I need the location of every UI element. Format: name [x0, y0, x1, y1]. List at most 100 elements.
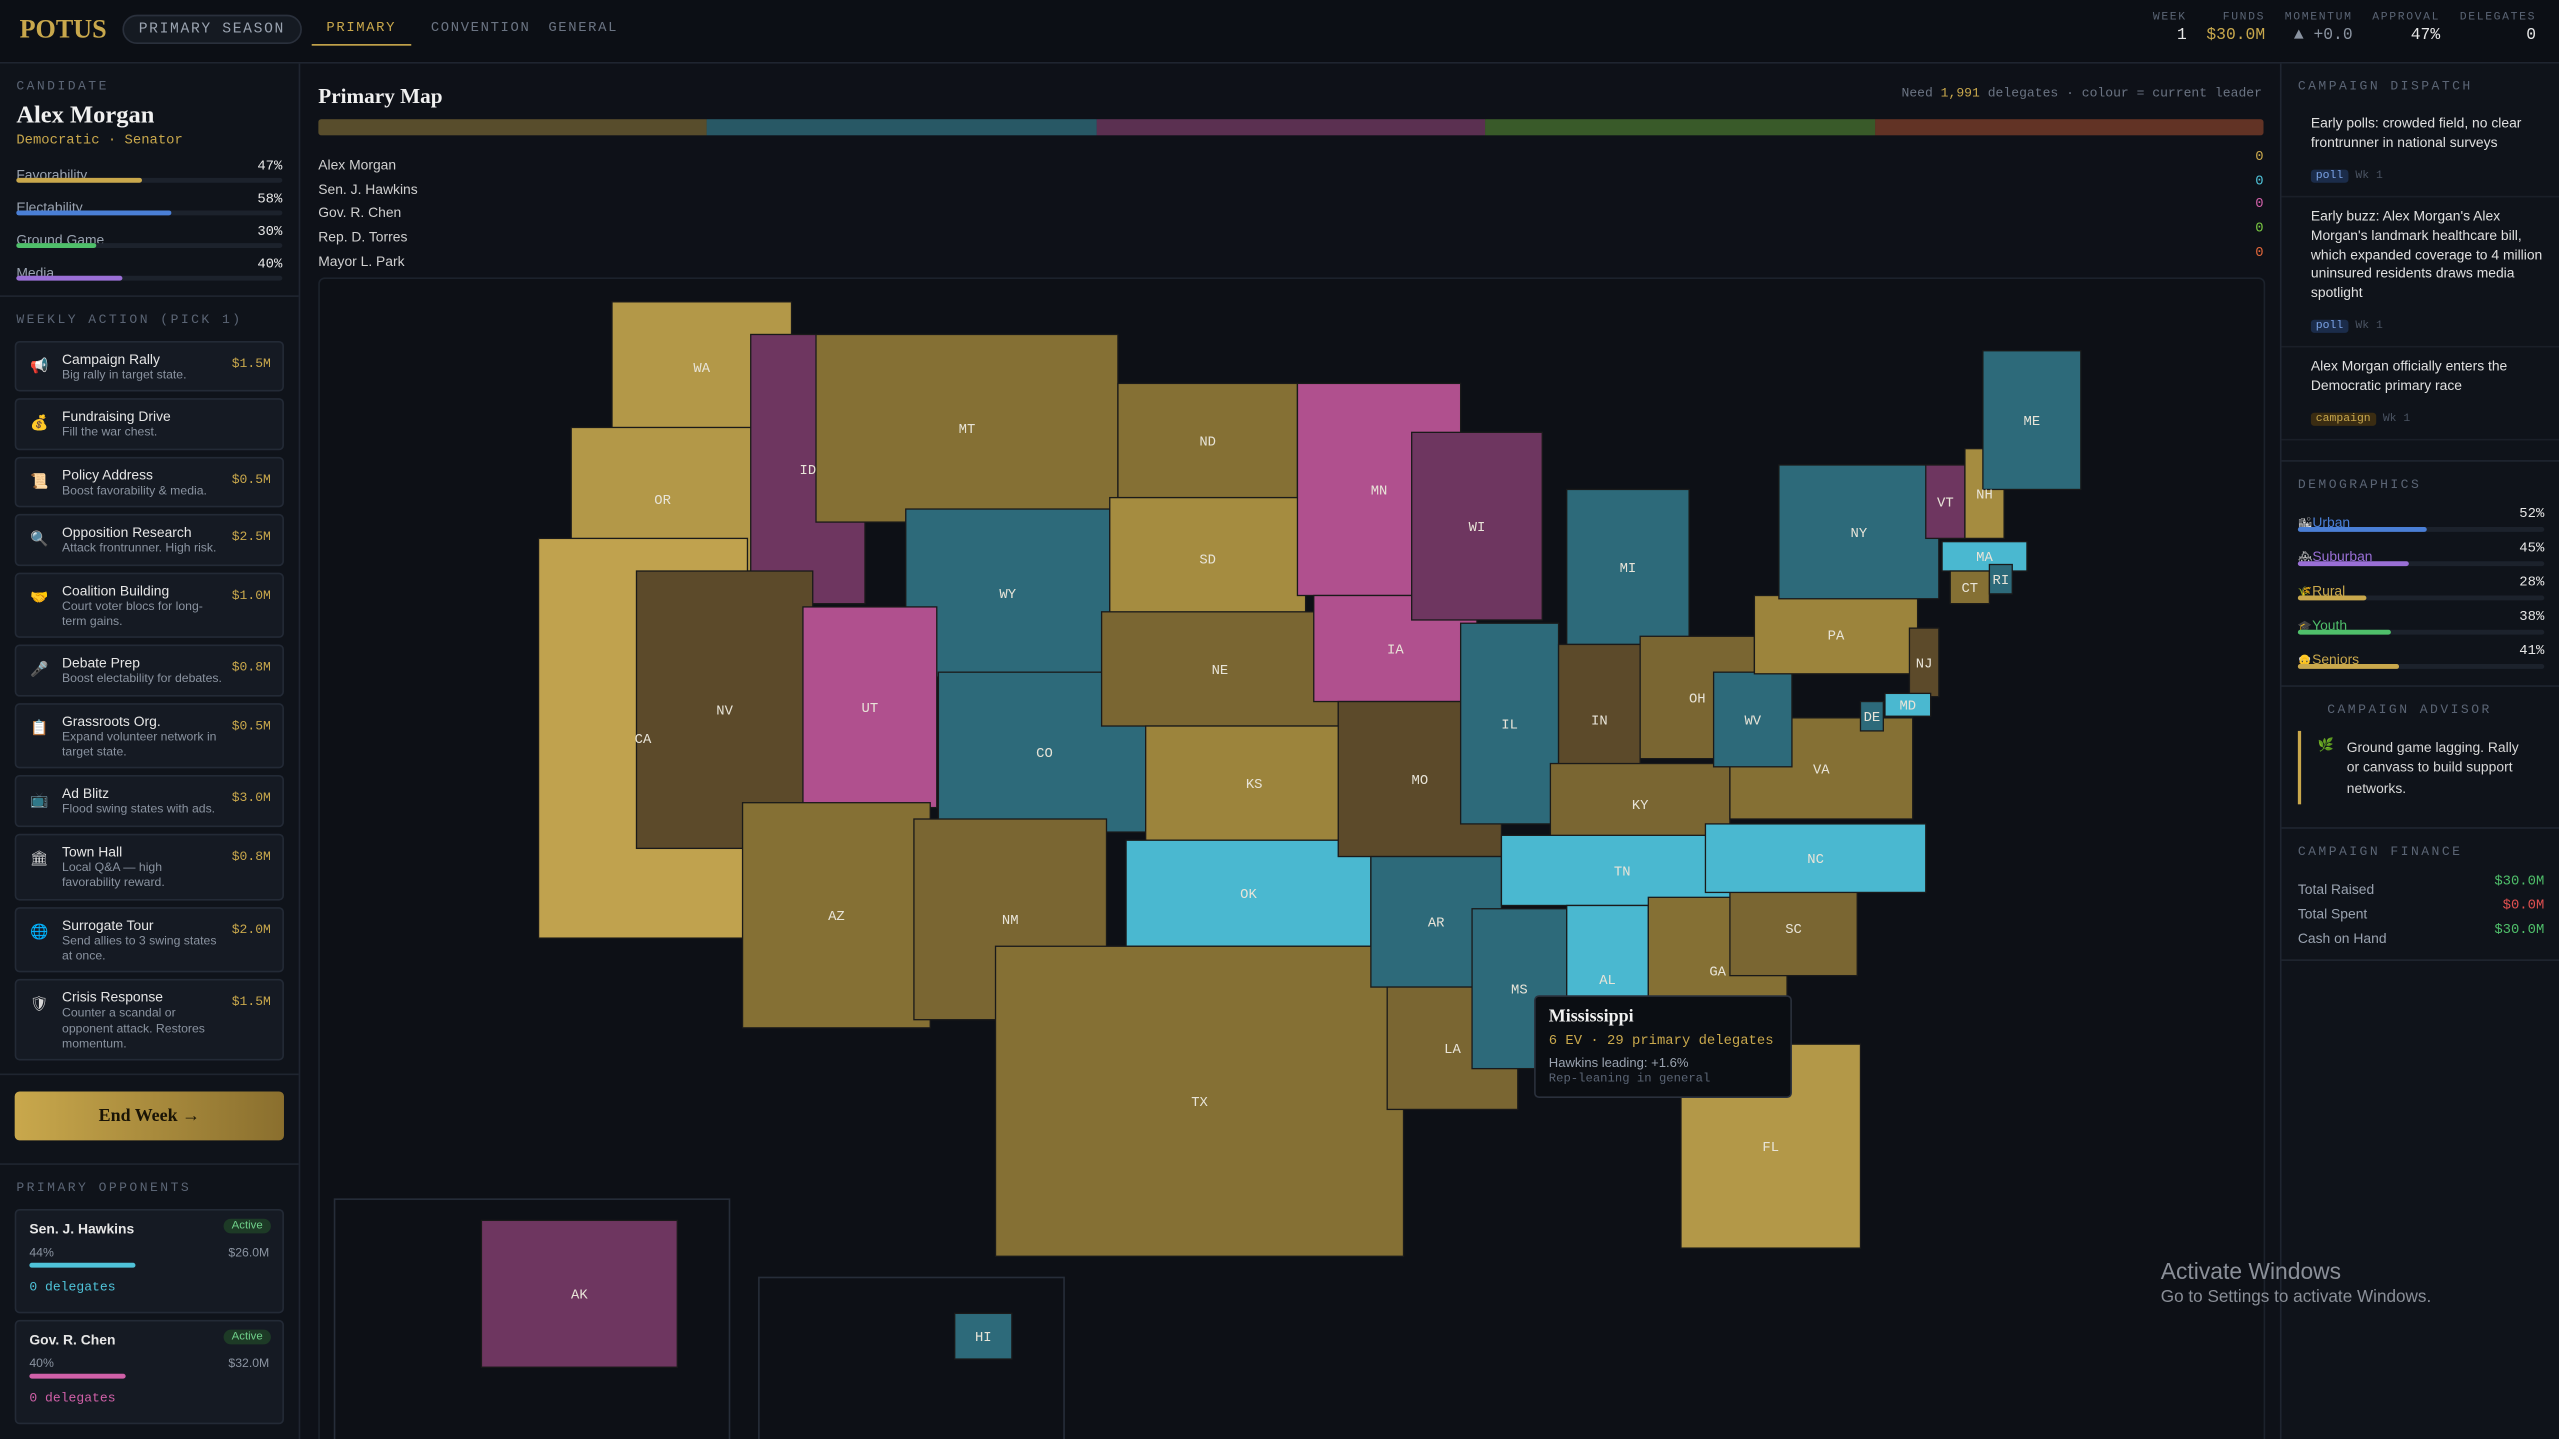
action-text: Surrogate Tour Send allies to 3 swing sta…: [62, 916, 273, 963]
action-desc: Expand volunteer network in target state…: [62, 728, 217, 759]
demographic-icon: 🌾: [2297, 587, 2313, 599]
nav-tab[interactable]: GENERAL: [548, 19, 619, 36]
action-card[interactable]: 🛡 Crisis Response Counter a scandal or opp…: [14, 979, 284, 1062]
dispatch-tag: poll: [2310, 320, 2349, 334]
candidate-row-name: Sen. J. Hawkins: [318, 180, 418, 197]
state-label: TX: [1191, 1095, 1208, 1111]
demographic-bar: [2297, 527, 2426, 532]
action-cost: $0.5M: [231, 718, 271, 734]
state: [1500, 834, 1744, 907]
state: [1753, 594, 1919, 675]
demographic: 🏘Suburban 45%: [2297, 540, 2545, 567]
finance-label: Total Spent: [2297, 905, 2368, 922]
dispatch-text: Early buzz: Alex Morgan's Alex Morgan's …: [2310, 206, 2543, 301]
left-panel: CANDIDATE Alex Morgan Democratic · Senator…: [0, 63, 301, 1439]
action-title: Campaign Rally: [62, 350, 160, 368]
divider: [2281, 685, 2559, 687]
state-label: PA: [1828, 629, 1845, 645]
action-icon: 🤝: [30, 588, 49, 605]
opponent-bar: [29, 1374, 126, 1380]
action-text: Debate Prep Boost electability for debate…: [62, 655, 273, 687]
state-label: WI: [1469, 520, 1486, 536]
stat-value: 1: [2176, 27, 2187, 46]
finance-row: Total Raised $30.0M: [2298, 873, 2544, 897]
dispatch-tag: campaign: [2310, 412, 2376, 426]
action-card[interactable]: 📋 Grassroots Org. Expand volunteer network…: [14, 702, 284, 770]
state-label: WA: [693, 361, 710, 377]
action-title: Surrogate Tour: [62, 916, 154, 933]
finance-label: Total Raised: [2297, 880, 2375, 898]
state-label: MN: [1371, 483, 1388, 499]
action-text: Fundraising Drive Fill the war chest.: [62, 408, 273, 440]
state-label: KY: [1632, 798, 1649, 814]
stat-label: WEEK: [2152, 11, 2187, 25]
action-card[interactable]: 🔍 Opposition Research Attack frontrunner. …: [14, 514, 284, 566]
action-icon: 📜: [30, 472, 49, 490]
action-card[interactable]: 📜 Policy Address Boost favorability & medi…: [14, 456, 284, 508]
opponent-delegates: 0 delegates: [29, 1281, 116, 1297]
action-text: Ad Blitz Flood swing states with ads.: [62, 785, 273, 817]
divider: [0, 295, 299, 297]
section-label: CAMPAIGN DISPATCH: [2297, 79, 2473, 95]
action-card[interactable]: 🌐 Surrogate Tour Send allies to 3 swing st…: [14, 906, 284, 973]
divider: [2281, 959, 2559, 961]
need-value: 1,991: [1940, 86, 1980, 102]
action-card[interactable]: 💰 Fundraising Drive Fill the war chest.: [14, 398, 284, 450]
state-label: VA: [1813, 762, 1830, 778]
state: [1949, 570, 1991, 605]
demographic-value: 28%: [2519, 574, 2545, 591]
finance-value: $0.0M: [2502, 897, 2545, 914]
delegate-bar-segment: [1485, 119, 1875, 136]
state-label: IL: [1501, 717, 1518, 733]
candidate-row-name: Gov. R. Chen: [318, 204, 402, 221]
state: [1988, 563, 2013, 595]
action-desc: Boost electability for debates.: [62, 670, 222, 686]
demographic-bar: [2297, 629, 2392, 635]
state-label: SC: [1785, 922, 1802, 938]
demographic-label: Youth: [2312, 616, 2348, 634]
dispatch-item: Alex Morgan officially enters the Democr…: [2281, 357, 2559, 441]
advisor-text: Ground game lagging. Rally or canvass to…: [2346, 739, 2519, 796]
tooltip-line: Rep-leaning in general: [1548, 1073, 1711, 1087]
watermark-subtitle: Go to Settings to activate Windows.: [2160, 1287, 2432, 1307]
action-card[interactable]: 🎤 Debate Prep Boost electability for debat…: [14, 644, 284, 697]
action-desc: Attack frontrunner. High risk.: [62, 540, 217, 555]
windows-watermark: Activate Windows Go to Settings to activa…: [2161, 1258, 2432, 1307]
divider: [0, 1163, 299, 1166]
finance-row: Cash on Hand $30.0M: [2298, 922, 2544, 946]
action-card[interactable]: 📢 Campaign Rally Big rally in target state…: [14, 340, 284, 393]
demographic-bar: [2297, 561, 2409, 567]
state-label: KS: [1246, 777, 1263, 793]
stat: DELEGATES 0: [2460, 11, 2536, 45]
dispatch-text: Alex Morgan officially enters the Democr…: [2310, 357, 2508, 394]
action-card[interactable]: 📺 Ad Blitz Flood swing states with ads. $3.…: [14, 775, 284, 827]
state-label: CA: [635, 732, 652, 748]
section-label: WEEKLY ACTION (PICK 1): [16, 313, 243, 328]
action-icon: 📢: [30, 357, 49, 374]
nav-tab[interactable]: CONVENTION: [430, 19, 531, 36]
state: [1908, 627, 1940, 698]
state-label: NC: [1807, 852, 1824, 868]
dispatch-meta: campaign Wk 1: [2310, 400, 2544, 429]
action-card[interactable]: 🏛 Town Hall Local Q&A — high favorability …: [14, 833, 284, 900]
action-title: Ad Blitz: [62, 785, 110, 802]
logo: POTUS: [19, 16, 107, 45]
nav-tab[interactable]: PRIMARY: [311, 20, 411, 46]
state-label: VT: [1937, 496, 1954, 512]
candidate-row-delegates: 0: [2255, 172, 2264, 189]
action-text: Coalition Building Court voter blocs for …: [62, 582, 273, 629]
action-cost: $2.0M: [231, 922, 271, 938]
end-week-button[interactable]: End Week →: [14, 1092, 284, 1142]
state-label: MO: [1412, 773, 1429, 789]
action-title: Crisis Response: [62, 989, 164, 1006]
dispatch-week: Wk 1: [2382, 412, 2411, 426]
action-title: Town Hall: [62, 843, 123, 860]
action-cost: $2.5M: [231, 530, 271, 546]
action-title: Fundraising Drive: [62, 408, 171, 425]
action-icon: 🌐: [30, 922, 49, 939]
state-label: ND: [1199, 434, 1216, 450]
candidate-row: Alex Morgan 0: [318, 148, 2263, 172]
demographic-icon: 🏙: [2297, 518, 2313, 531]
action-card[interactable]: 🤝 Coalition Building Court voter blocs for…: [14, 571, 284, 639]
